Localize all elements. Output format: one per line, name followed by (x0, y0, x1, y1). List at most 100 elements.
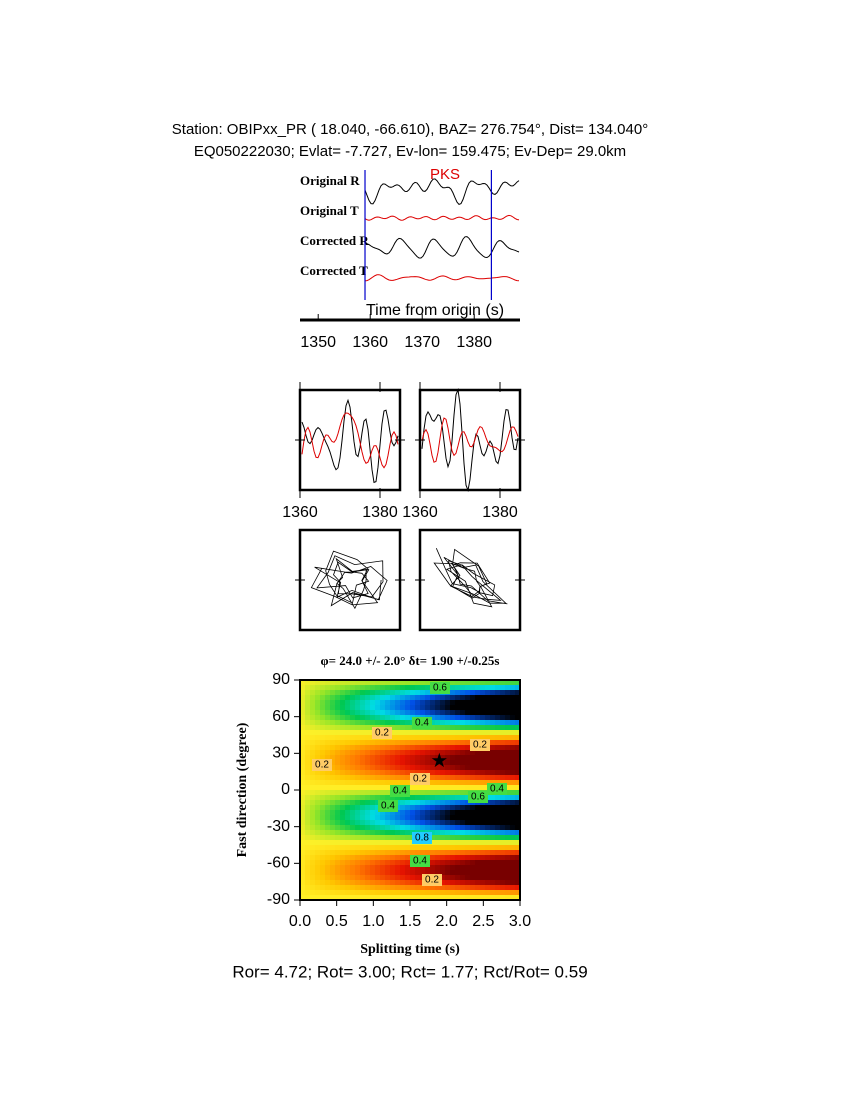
heatmap-cell (485, 695, 491, 701)
heatmap-cell (340, 865, 346, 871)
heatmap-cell (510, 685, 516, 691)
heatmap-cell (370, 720, 376, 726)
heatmap-cell (490, 795, 496, 801)
heatmap-cell (305, 740, 311, 746)
heatmap-cell (450, 840, 456, 846)
heatmap-cell (345, 700, 351, 706)
heatmap-cell (330, 740, 336, 746)
heatmap-cell (490, 855, 496, 861)
heatmap-cell (440, 760, 446, 766)
heatmap-cell (350, 815, 356, 821)
heatmap-cell (315, 850, 321, 856)
heatmap-cell (455, 780, 461, 786)
heatmap-cell (365, 750, 371, 756)
heatmap-cell (360, 790, 366, 796)
heatmap-cell (375, 685, 381, 691)
heatmap-cell (345, 745, 351, 751)
heatmap-cell (305, 840, 311, 846)
heatmap-cell (360, 895, 366, 901)
heatmap-cell (365, 755, 371, 761)
heatmap-cell (335, 830, 341, 836)
heatmap-cell (340, 800, 346, 806)
heatmap-cell (370, 755, 376, 761)
heatmap-cell (445, 850, 451, 856)
heatmap-cell (435, 805, 441, 811)
heatmap-cell (400, 740, 406, 746)
heatmap-cell (450, 785, 456, 791)
heatmap-cell (355, 835, 361, 841)
heatmap-cell (510, 775, 516, 781)
heatmap-cell (360, 705, 366, 711)
heatmap-cell (455, 750, 461, 756)
heatmap-cell (305, 830, 311, 836)
heatmap-cell (330, 770, 336, 776)
heatmap-cell (510, 850, 516, 856)
heatmap-cell (415, 795, 421, 801)
heatmap-cell (345, 830, 351, 836)
heatmap-cell (335, 845, 341, 851)
y-axis-title: Fast direction (degree) (235, 722, 250, 857)
heatmap-cell (515, 775, 521, 781)
heatmap-cell (360, 690, 366, 696)
heatmap-cell (375, 850, 381, 856)
heatmap-cell (460, 810, 466, 816)
heatmap-cell (515, 685, 521, 691)
heatmap-cell (360, 820, 366, 826)
heatmap-cell (485, 775, 491, 781)
heatmap-cell (390, 890, 396, 896)
heatmap-cell (415, 690, 421, 696)
heatmap-cell (460, 750, 466, 756)
heatmap-cell (385, 710, 391, 716)
heatmap-cell (330, 705, 336, 711)
heatmap-cell (395, 875, 401, 881)
heatmap-cell (485, 830, 491, 836)
heatmap-cell (440, 730, 446, 736)
heatmap-cell (365, 720, 371, 726)
heatmap-cell (370, 775, 376, 781)
heatmap-cell (515, 735, 521, 741)
heatmap-cell (315, 695, 321, 701)
heatmap-cell (350, 750, 356, 756)
contour-label-box (410, 855, 430, 867)
heatmap-cell (460, 690, 466, 696)
heatmap-cell (430, 890, 436, 896)
x-tick-label: 1360 (402, 504, 438, 521)
best-fit-star (431, 752, 447, 768)
heatmap-cell (300, 840, 306, 846)
heatmap-cell (435, 715, 441, 721)
heatmap-cell (345, 705, 351, 711)
heatmap-cell (400, 720, 406, 726)
heatmap-cell (405, 725, 411, 731)
heatmap-cell (415, 825, 421, 831)
heatmap-cell (300, 865, 306, 871)
heatmap-cell (450, 830, 456, 836)
heatmap-cell (440, 745, 446, 751)
heatmap-cell (365, 890, 371, 896)
heatmap-cell (315, 720, 321, 726)
heatmap-cell (340, 825, 346, 831)
heatmap-cell (495, 865, 501, 871)
heatmap-cell (325, 850, 331, 856)
heatmap-cell (350, 735, 356, 741)
heatmap-cell (510, 710, 516, 716)
heatmap-cell (365, 790, 371, 796)
heatmap-cell (420, 820, 426, 826)
heatmap-cell (505, 700, 511, 706)
heatmap-cell (420, 785, 426, 791)
heatmap-cell (450, 690, 456, 696)
heatmap-cell (425, 865, 431, 871)
heatmap-cell (390, 835, 396, 841)
heatmap-cell (305, 715, 311, 721)
x-tick-label: 1.5 (399, 913, 421, 930)
heatmap-cell (330, 700, 336, 706)
heatmap-cell (370, 895, 376, 901)
heatmap-cell (405, 895, 411, 901)
heatmap-cell (375, 695, 381, 701)
heatmap-cell (490, 725, 496, 731)
heatmap-cell (340, 860, 346, 866)
heatmap-cell (340, 695, 346, 701)
heatmap-cell (395, 710, 401, 716)
heatmap-cell (505, 855, 511, 861)
heatmap-cell (475, 880, 481, 886)
heatmap-cell (510, 810, 516, 816)
